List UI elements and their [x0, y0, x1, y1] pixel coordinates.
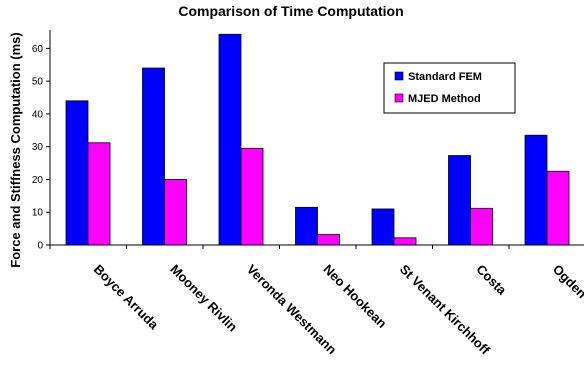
bar-standard-fem — [295, 206, 318, 246]
bar-standard-fem — [65, 100, 89, 246]
x-tick-label: Ogden — [550, 262, 584, 302]
legend-box — [383, 62, 516, 114]
y-tick-label: 60 — [32, 44, 44, 55]
bar-standard-fem — [142, 67, 165, 246]
y-tick-label: 0 — [37, 241, 43, 252]
legend-swatch — [394, 93, 404, 103]
bar-mjed-method — [546, 170, 570, 246]
x-tick-label: Costa — [473, 262, 510, 299]
legend: Standard FEM MJED Method — [383, 62, 516, 114]
x-tick-label: Boyce Arruda — [91, 262, 162, 333]
y-tick-label: 20 — [32, 175, 44, 186]
y-tick-label: 40 — [32, 109, 44, 120]
bar-mjed-method — [164, 179, 187, 246]
bar-mjed-method — [240, 147, 264, 246]
y-tick-label: 10 — [32, 208, 44, 219]
x-tick-label: Mooney Rivlin — [167, 262, 240, 335]
y-axis-label: Force and Stiffness Computation (ms) — [8, 32, 23, 267]
legend-swatch — [394, 71, 404, 81]
chart-title: Comparison of Time Computation — [178, 3, 403, 19]
legend-label: MJED Method — [408, 93, 481, 105]
bar-mjed-method — [470, 207, 493, 246]
bar-mjed-method — [317, 234, 340, 246]
y-tick-label: 50 — [32, 77, 44, 88]
x-tick-label: Neo Hookean — [320, 262, 389, 331]
legend-label: Standard FEM — [408, 71, 482, 83]
bar-standard-fem — [218, 33, 242, 246]
bar-standard-fem — [371, 208, 395, 246]
y-tick-label: 30 — [32, 142, 44, 153]
bar-standard-fem — [448, 155, 471, 246]
bar-standard-fem — [524, 134, 548, 246]
bar-mjed-method — [393, 237, 417, 246]
bar-mjed-method — [87, 142, 111, 246]
